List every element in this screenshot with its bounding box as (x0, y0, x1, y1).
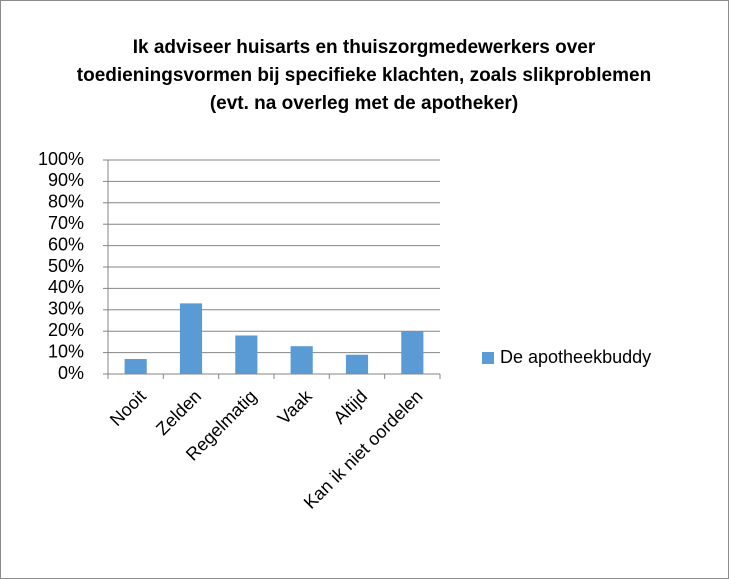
y-tick-label: 40% (48, 277, 84, 297)
chart-title: Ik adviseer huisarts en thuiszorgmedewer… (76, 37, 652, 114)
bar (290, 346, 313, 374)
y-tick-label: 60% (48, 234, 84, 254)
bar (235, 335, 258, 374)
y-tick-label: 20% (48, 320, 84, 340)
bar (179, 303, 203, 374)
bar (401, 331, 424, 374)
y-tick-label: 30% (48, 299, 84, 319)
legend-swatch (482, 352, 494, 364)
y-tick-label: 0% (58, 363, 84, 383)
bar (345, 354, 369, 374)
y-tick-label: 50% (48, 256, 84, 276)
y-tick-label: 80% (48, 192, 84, 212)
y-tick-label: 10% (48, 341, 84, 361)
y-tick-label: 70% (48, 213, 84, 233)
bar (124, 359, 147, 374)
y-tick-label: 100% (38, 149, 84, 169)
legend-label: De apotheekbuddy (500, 347, 651, 367)
y-tick-label: 90% (48, 170, 84, 190)
